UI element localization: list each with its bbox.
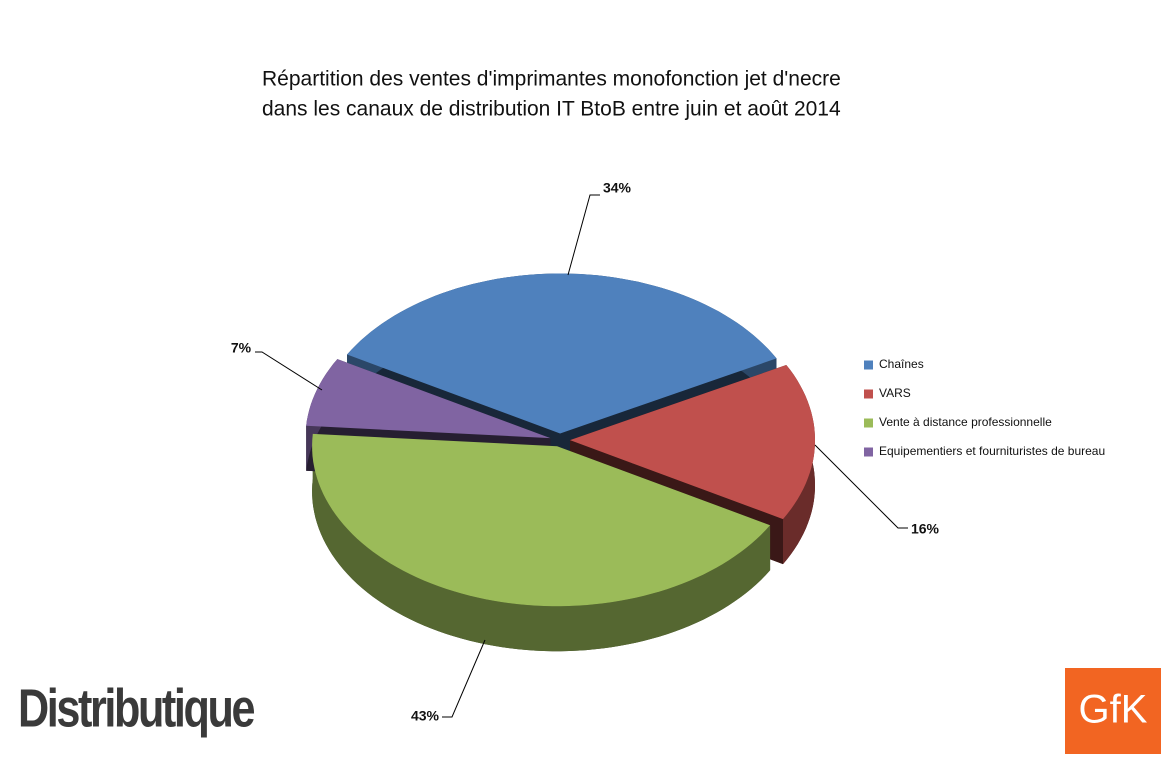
legend-swatch bbox=[864, 418, 873, 428]
brand-logo: Distributique bbox=[18, 679, 254, 739]
data-label: 16% bbox=[911, 521, 940, 537]
brand-logo-box bbox=[1065, 668, 1161, 754]
slice bbox=[306, 359, 551, 439]
data-label: 34% bbox=[603, 180, 632, 196]
slice bbox=[312, 433, 771, 607]
leader-line bbox=[255, 351, 323, 391]
leader-line bbox=[442, 639, 486, 718]
leader-line bbox=[814, 444, 908, 529]
legend-label: Equipementiers et fournituristes de bure… bbox=[879, 444, 1105, 458]
legend-swatch bbox=[864, 389, 873, 399]
data-label: 43% bbox=[411, 708, 440, 724]
legend-label: VARS bbox=[879, 386, 911, 400]
chart-title: Répartition des ventes d'imprimantes mon… bbox=[262, 68, 841, 91]
brand-logo: GfK bbox=[1079, 688, 1148, 732]
leader-line bbox=[567, 194, 600, 276]
slice bbox=[347, 273, 777, 434]
slice-wall bbox=[312, 433, 771, 652]
legend-swatch bbox=[864, 447, 873, 457]
data-label: 7% bbox=[231, 340, 252, 356]
pie bbox=[306, 273, 815, 652]
legend-label: Chaînes bbox=[879, 357, 924, 371]
slice bbox=[570, 365, 815, 520]
legend-swatch bbox=[864, 360, 873, 370]
legend-label: Vente à distance professionnelle bbox=[879, 415, 1052, 429]
chart-title: dans les canaux de distribution IT BtoB … bbox=[262, 98, 841, 121]
